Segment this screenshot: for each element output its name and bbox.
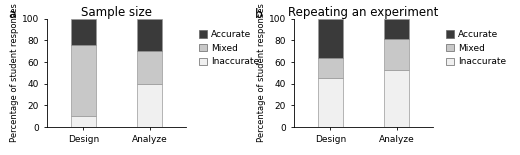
- Bar: [71, 116, 96, 127]
- Legend: Accurate, Mixed, Inaccurate: Accurate, Mixed, Inaccurate: [445, 29, 508, 68]
- Legend: Accurate, Mixed, Inaccurate: Accurate, Mixed, Inaccurate: [198, 29, 261, 68]
- Bar: [384, 19, 409, 39]
- Bar: [318, 58, 343, 78]
- Bar: [137, 19, 162, 51]
- Bar: [318, 19, 343, 58]
- Bar: [71, 45, 96, 116]
- Bar: [384, 71, 409, 127]
- Bar: [71, 19, 96, 45]
- Y-axis label: Percentage of student responses: Percentage of student responses: [10, 3, 19, 142]
- Text: a: a: [8, 8, 16, 21]
- Bar: [384, 39, 409, 71]
- Title: Repeating an experiment: Repeating an experiment: [288, 6, 438, 19]
- Y-axis label: Percentage of student responses: Percentage of student responses: [257, 3, 266, 142]
- Title: Sample size: Sample size: [81, 6, 152, 19]
- Bar: [137, 51, 162, 84]
- Bar: [137, 84, 162, 127]
- Text: b: b: [255, 8, 263, 21]
- Bar: [318, 78, 343, 127]
